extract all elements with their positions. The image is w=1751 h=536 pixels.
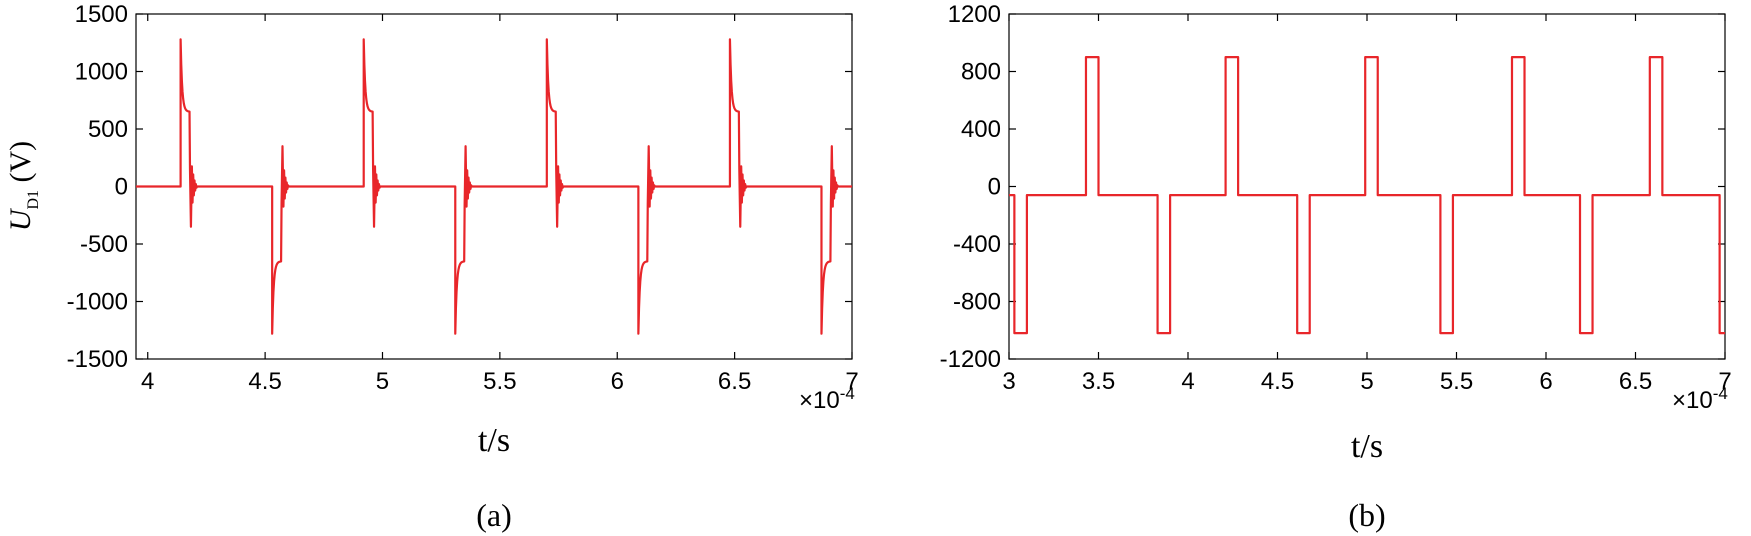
x-tick-label: 4 xyxy=(1181,368,1194,395)
axis-ticks-b: 3 3.5 4 4.5 5 5.5 6 6.5 7 1200 800 400 0 -400 -800 -120… xyxy=(940,1,1732,395)
y-tick-label: -400 xyxy=(953,231,1001,258)
waveform-line-b xyxy=(1009,56,1725,335)
y-tick-label: -1200 xyxy=(940,346,1001,373)
waveform-line-a xyxy=(136,38,852,335)
x-tick-label: 5 xyxy=(376,368,389,395)
chart-panel-a: 4 4.5 5 5.5 6 6.5 7150010005000-500-1000-1500 … xyxy=(4,1,859,533)
x-multiplier-a: ×10-4 xyxy=(799,384,855,414)
panel-label-b: (b) xyxy=(1348,497,1385,533)
x-tick-label: 6.5 xyxy=(718,368,751,395)
y-tick-label: 0 xyxy=(988,174,1001,201)
x-tick-label: 4.5 xyxy=(1261,368,1294,395)
x-tick-label: 6.5 xyxy=(1619,368,1652,395)
y-tick-label: 400 xyxy=(961,116,1001,143)
y-tick-label: 800 xyxy=(961,59,1001,86)
plot-frame-b xyxy=(1008,13,1726,360)
x-tick-label: 4 xyxy=(141,368,154,395)
x-tick-label: 5 xyxy=(1360,368,1373,395)
y-tick-label: 1200 xyxy=(948,1,1001,28)
x-tick-label: 6 xyxy=(611,368,624,395)
y-tick-label: -1000 xyxy=(67,289,128,316)
x-tick-label: 5.5 xyxy=(1440,368,1473,395)
x-axis-label-a: t/s xyxy=(478,422,510,459)
x-tick-label: 7 xyxy=(845,368,858,395)
x-tick-label: 3 xyxy=(1002,368,1015,395)
x-tick-label: 6 xyxy=(1539,368,1552,395)
y-tick-label: 500 xyxy=(88,116,128,143)
axis-ticks-a: 4 4.5 5 5.5 6 6.5 7 1500 1000 500 0 -500 -1000 -1500 xyxy=(67,1,859,395)
x-tick-label: 5.5 xyxy=(483,368,516,395)
x-tick-label: 3.5 xyxy=(1082,368,1115,395)
chart-panel-b: 3 3.5 4 4.5 5 5.5 6 6.5 7 1200 800 400 0 -400 -800 -120… xyxy=(940,1,1732,533)
x-tick-label: 7 xyxy=(1718,368,1731,395)
y-tick-label: 0 xyxy=(115,174,128,201)
y-tick-label: 1500 xyxy=(75,1,128,28)
x-tick-label: 4.5 xyxy=(248,368,281,395)
x-axis-label-b: t/s xyxy=(1351,428,1383,465)
y-tick-label: -500 xyxy=(80,231,128,258)
y-tick-label: -1500 xyxy=(67,346,128,373)
y-axis-label-a: UD1 (V) xyxy=(4,141,42,231)
panel-label-a: (a) xyxy=(476,497,512,533)
y-tick-label: 1000 xyxy=(75,59,128,86)
x-multiplier-b: ×10-4 xyxy=(1672,384,1728,414)
y-tick-label: -800 xyxy=(953,289,1001,316)
